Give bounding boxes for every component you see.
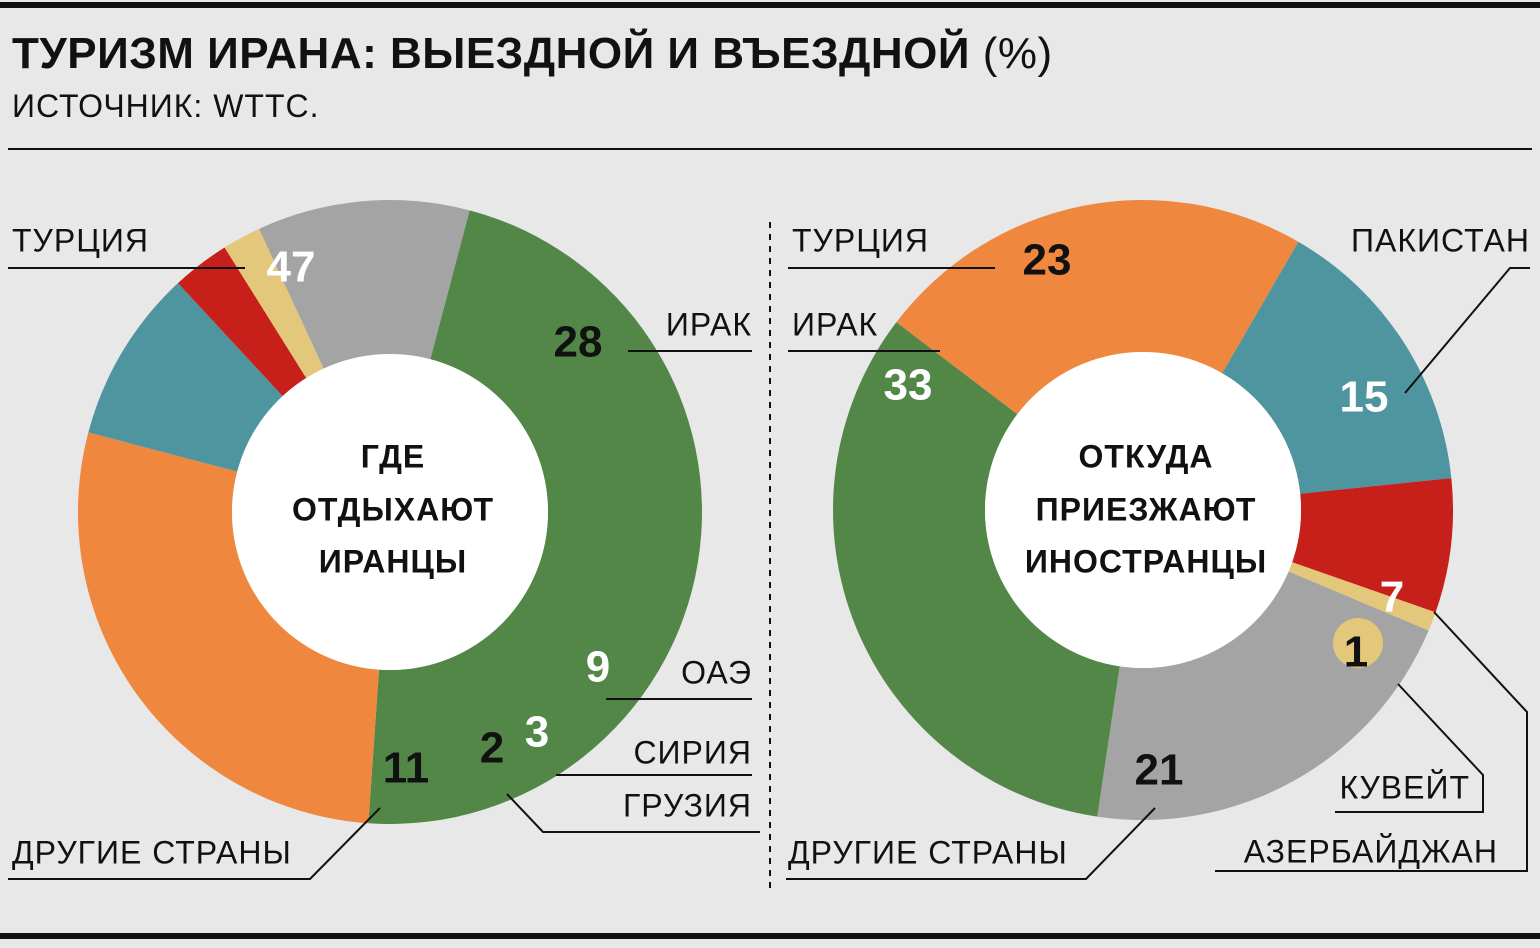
- center-label-line: ГДЕ: [361, 438, 425, 474]
- leader-line-пакистан: [1404, 267, 1530, 394]
- value-label-турция: 47: [267, 243, 316, 292]
- leader-line-грузия: [506, 793, 760, 833]
- slice-label-турция: ТУРЦИЯ: [792, 222, 929, 258]
- center-label-line: ИРАНЦЫ: [319, 543, 467, 579]
- slice-турция: [896, 199, 1299, 415]
- value-label-оаэ: 9: [586, 643, 610, 692]
- page-title: ТУРИЗМ ИРАНА: ВЫЕЗДНОЙ И ВЪЕЗДНОЙ (%): [12, 28, 1053, 80]
- slice-label-пакистан: ПАКИСТАН: [1351, 222, 1530, 258]
- value-label-ирак: 33: [884, 361, 933, 410]
- slice-грузия: [224, 228, 324, 379]
- center-label-line: ОТДЫХАЮТ: [292, 491, 494, 527]
- donut-hole: [985, 352, 1301, 668]
- slice-ирак: [832, 322, 1120, 817]
- slice-label-турция: ТУРЦИЯ: [12, 222, 149, 258]
- value-bubble-азербайджан: [1333, 618, 1383, 668]
- slice-азербайджан: [1288, 562, 1436, 631]
- slice-турция: [368, 210, 703, 825]
- leader-line-кувейт: [1215, 611, 1528, 872]
- slice-label-другие-страны: ДРУГИЕ СТРАНЫ: [12, 834, 292, 870]
- value-label-пакистан: 15: [1340, 373, 1389, 422]
- donut-chart-1: ТУРЦИЯ 47 ИРАК 28 ОАЭ 9 СИРИЯ 3 ГРУЗИЯ 2 ДРУГИЕ СТ…: [8, 199, 760, 880]
- leader-line-другие-страны: [786, 807, 1156, 880]
- slice-сирия: [177, 247, 307, 397]
- value-label-ирак: 28: [554, 318, 603, 367]
- center-label-line: ОТКУДА: [1079, 438, 1214, 474]
- title-main: ТУРИЗМ ИРАНА: ВЫЕЗДНОЙ И ВЪЕЗДНОЙ: [12, 29, 971, 78]
- slice-ирак: [78, 432, 380, 824]
- leader-line-другие-страны: [8, 807, 381, 880]
- slice-label-сирия: СИРИЯ: [633, 734, 752, 770]
- slice-label-оаэ: ОАЭ: [681, 654, 752, 690]
- center-label-line: ПРИЕЗЖАЮТ: [1036, 491, 1257, 527]
- slice-оаэ: [88, 283, 283, 472]
- value-label-грузия: 2: [480, 724, 504, 773]
- slice-label-грузия: ГРУЗИЯ: [623, 787, 752, 823]
- donut-hole: [232, 354, 548, 670]
- slice-label-другие-страны: ДРУГИЕ СТРАНЫ: [788, 834, 1068, 870]
- value-label-другие-страны: 21: [1135, 746, 1184, 795]
- value-label-сирия: 3: [525, 708, 549, 757]
- slice-другие-страны: [259, 199, 470, 369]
- value-label-другие-страны: 11: [383, 744, 430, 793]
- slice-label-ирак: ИРАК: [792, 306, 878, 342]
- title-unit: (%): [982, 29, 1053, 78]
- value-label-кувейт: 7: [1380, 573, 1404, 622]
- value-label-азербайджан: 1: [1344, 628, 1368, 677]
- slice-пакистан: [1222, 241, 1452, 494]
- slice-кувейт: [1292, 478, 1453, 613]
- leader-line-азербайджан: [1335, 683, 1484, 813]
- slice-label-азербайджан: АЗЕРБАЙДЖАН: [1244, 833, 1498, 869]
- slice-label-ирак: ИРАК: [666, 306, 752, 342]
- slice-label-кувейт: КУВЕЙТ: [1339, 769, 1470, 805]
- source-note: ИСТОЧНИК: WTTC.: [12, 88, 320, 124]
- center-label-line: ИНОСТРАНЦЫ: [1025, 543, 1267, 579]
- value-label-турция: 23: [1023, 236, 1072, 285]
- donut-chart-2: ТУРЦИЯ 23 ПАКИСТАН 15 КУВЕЙТ 7 АЗЕРБАЙДЖАН 1 ДРУ…: [786, 199, 1530, 880]
